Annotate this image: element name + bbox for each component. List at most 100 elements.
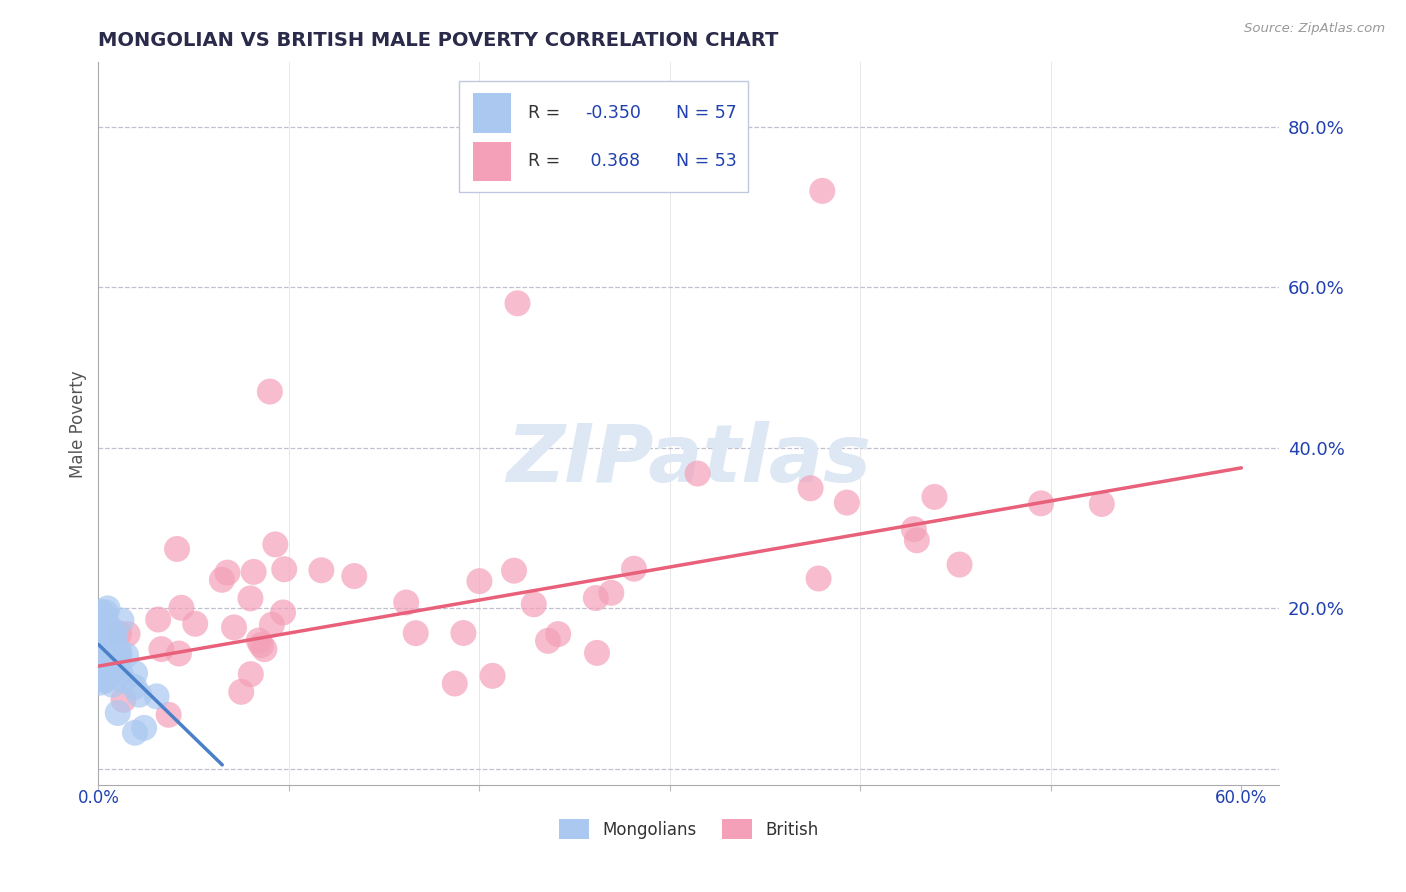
Point [97,648,120,662]
Point [686,467,709,481]
Point [107,650,129,665]
Point [184,616,207,631]
Text: N = 57: N = 57 [676,104,737,122]
Point [443,676,465,690]
Point [90,648,112,663]
Point [547,627,569,641]
Point [537,633,560,648]
Point [112,673,135,688]
Point [104,627,127,641]
Point [343,569,366,583]
Point [124,666,146,681]
Point [98,627,121,641]
Point [311,563,333,577]
Point [503,564,526,578]
Point [98,657,121,671]
Point [112,693,135,707]
Point [96,628,118,642]
Point [104,659,127,673]
Point [124,725,146,739]
Point [903,522,925,536]
Point [259,384,281,399]
Text: -0.350: -0.350 [585,104,641,122]
Point [108,648,131,662]
Point [128,688,150,702]
Point [91,669,114,683]
Point [97,631,120,645]
Point [253,642,276,657]
Point [453,626,475,640]
Point [150,642,173,657]
Text: 0.0%: 0.0% [77,789,120,807]
Point [170,600,193,615]
Point [132,721,155,735]
Point [811,184,834,198]
Point [89,649,111,664]
Point [96,642,118,657]
Point [835,495,858,509]
Text: R =: R = [529,104,567,122]
Point [924,490,946,504]
Point [97,631,120,645]
Point [239,667,262,681]
Point [807,572,830,586]
Point [124,680,146,694]
Point [91,614,114,628]
Point [157,707,180,722]
Point [600,586,623,600]
Point [167,647,190,661]
Text: Source: ZipAtlas.com: Source: ZipAtlas.com [1244,22,1385,36]
Point [1091,497,1114,511]
Point [115,648,138,663]
Point [273,562,295,576]
Point [264,537,287,551]
Point [94,630,117,644]
Point [97,601,120,615]
Point [98,638,121,652]
Text: N = 53: N = 53 [676,153,737,170]
Point [586,646,609,660]
Point [89,632,111,646]
Point [211,573,233,587]
Point [100,622,122,636]
Point [117,627,139,641]
Text: 0.368: 0.368 [585,153,640,170]
Legend: Mongolians, British: Mongolians, British [553,813,825,846]
Point [90,614,112,628]
Bar [472,142,510,181]
Point [108,626,131,640]
Point [96,671,118,685]
Point [145,690,167,704]
Point [110,666,132,681]
Point [94,610,117,624]
Point [585,591,607,605]
Point [222,620,245,634]
Point [98,648,121,662]
Point [94,673,117,688]
Point [481,669,503,683]
Point [98,643,121,657]
Point [93,652,115,666]
Point [239,591,262,606]
Point [506,296,529,310]
Text: R =: R = [529,153,567,170]
Text: ZIPatlas: ZIPatlas [506,421,872,499]
Point [800,481,823,495]
Point [395,595,418,609]
Point [97,670,120,684]
Point [110,614,132,628]
Point [90,605,112,619]
Point [148,613,170,627]
Y-axis label: Male Poverty: Male Poverty [69,370,87,477]
Point [260,617,283,632]
Point [101,678,124,692]
Point [523,597,546,611]
FancyBboxPatch shape [458,80,748,193]
Point [89,633,111,648]
Point [271,606,294,620]
Point [1029,496,1052,510]
Point [94,659,117,673]
Text: MONGOLIAN VS BRITISH MALE POVERTY CORRELATION CHART: MONGOLIAN VS BRITISH MALE POVERTY CORREL… [98,31,779,50]
Bar [472,93,510,133]
Point [107,706,129,720]
